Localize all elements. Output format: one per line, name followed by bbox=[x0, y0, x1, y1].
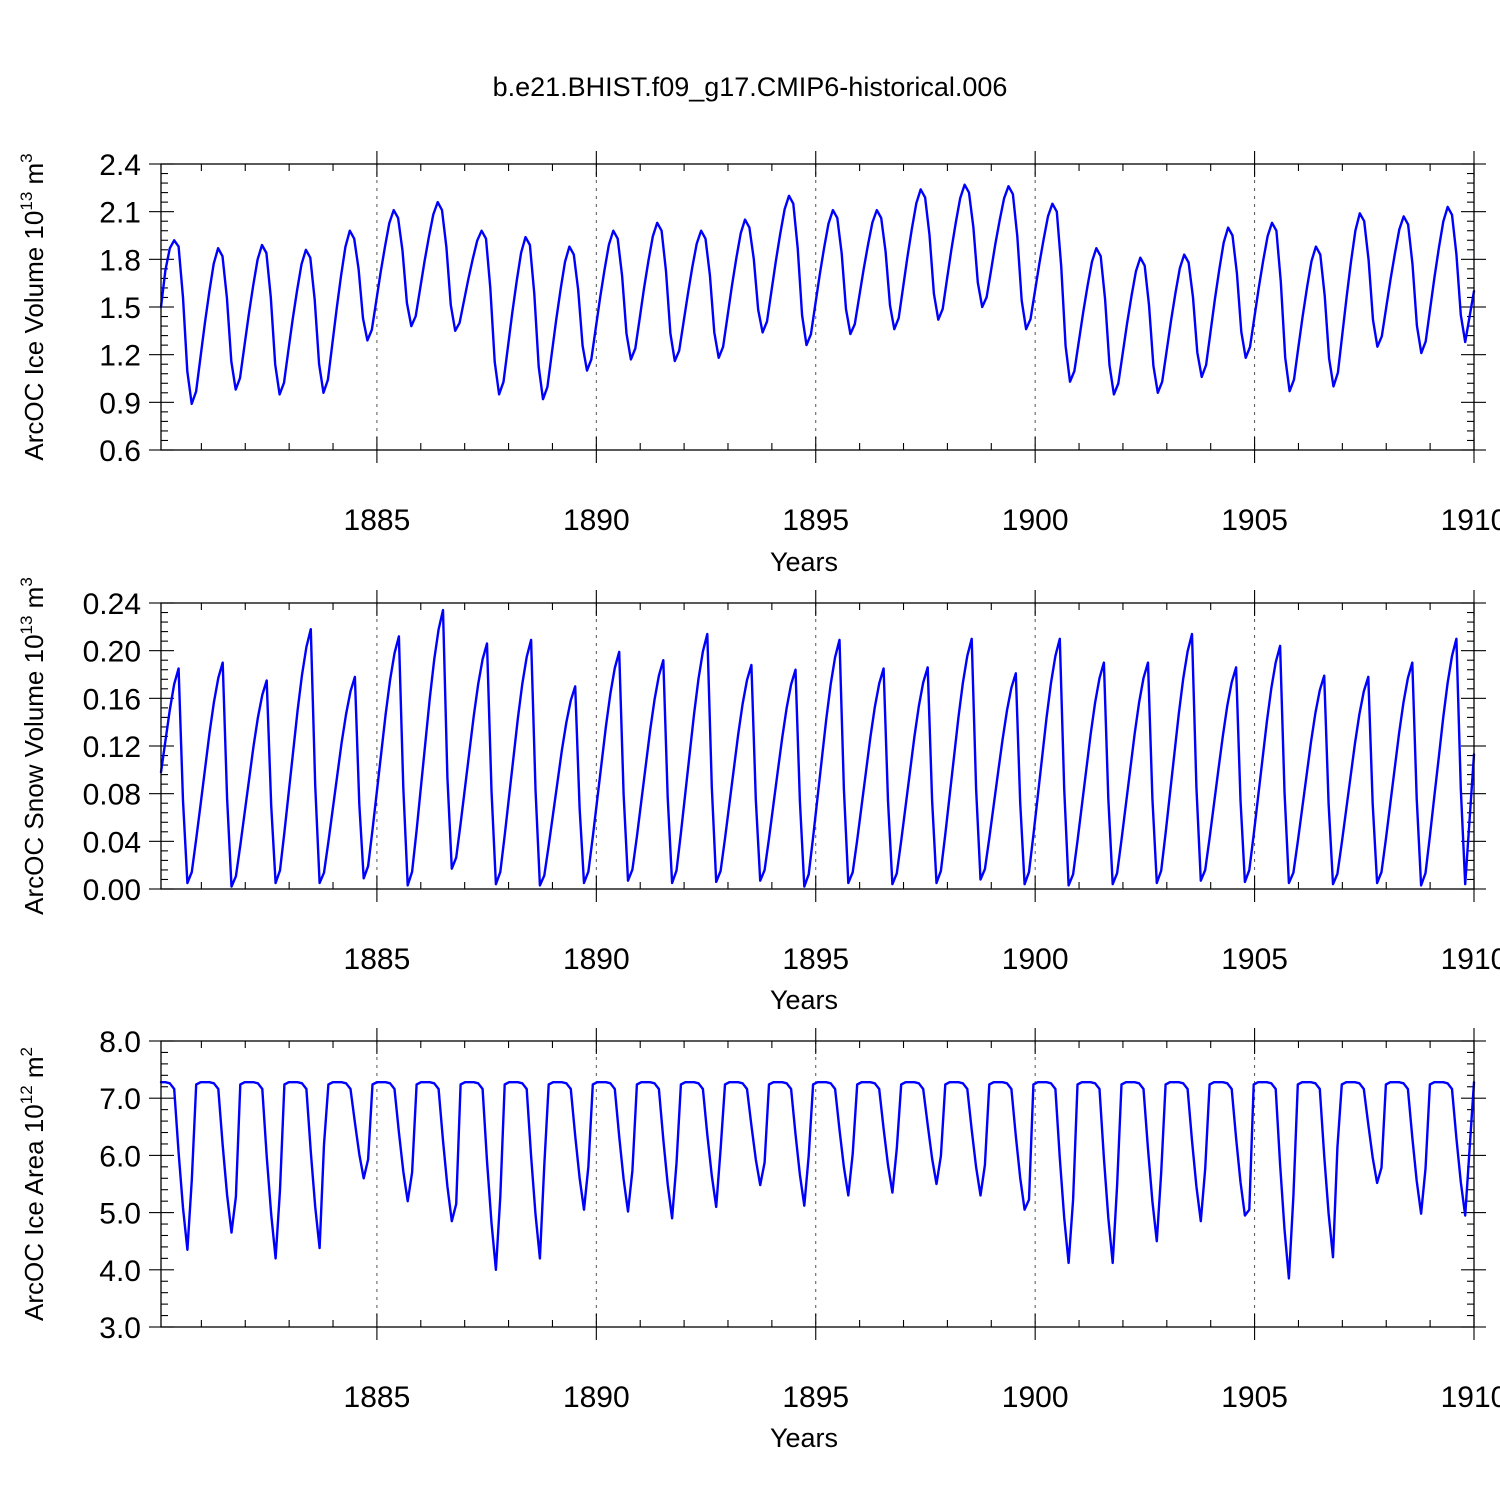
ice-area-x-tick-label: 1910 bbox=[1441, 1381, 1500, 1414]
snow-volume-y-tick-label: 0.00 bbox=[83, 874, 141, 907]
snow-volume-x-tick-label: 1895 bbox=[782, 943, 849, 976]
ice-area-y-tick-label: 3.0 bbox=[99, 1312, 141, 1345]
ice-volume-y-tick-label: 2.1 bbox=[99, 197, 141, 230]
snow-volume-y-tick-label: 0.24 bbox=[83, 588, 141, 621]
ice-volume-series-line bbox=[159, 183, 1476, 406]
ice-volume-x-tick-label: 1900 bbox=[1002, 504, 1069, 537]
snow-volume-y-tick-label: 0.12 bbox=[83, 731, 141, 764]
ice-area-x-tick-label: 1900 bbox=[1002, 1381, 1069, 1414]
ice-area-x-tick-label: 1890 bbox=[563, 1381, 630, 1414]
snow-volume-x-tick-label: 1910 bbox=[1441, 943, 1500, 976]
ice-volume-y-tick-label: 0.6 bbox=[99, 435, 141, 468]
ice-area-y-tick-label: 8.0 bbox=[99, 1026, 141, 1059]
ice-area-y-tick-label: 5.0 bbox=[99, 1198, 141, 1231]
ice-area-plot-frame bbox=[160, 1040, 1475, 1328]
ice-area-panel: ArcOC Ice Area 1012 m2 Years 1885 1890 189… bbox=[17, 1026, 1500, 1453]
snow-volume-x-tick-label: 1900 bbox=[1002, 943, 1069, 976]
ice-volume-y-axis-label: ArcOC Ice Volume 1013 m3 bbox=[17, 153, 49, 460]
ice-area-x-tick-label: 1905 bbox=[1221, 1381, 1288, 1414]
snow-volume-y-axis-label: ArcOC Snow Volume 1013 m3 bbox=[17, 577, 49, 915]
snow-volume-x-axis-label: Years bbox=[770, 985, 838, 1015]
ice-volume-y-tick-label: 0.9 bbox=[99, 387, 141, 420]
ice-volume-x-tick-label: 1910 bbox=[1441, 504, 1500, 537]
ice-area-series-line bbox=[159, 1080, 1476, 1280]
ice-volume-y-tick-label: 1.8 bbox=[99, 244, 141, 277]
ice-volume-x-tick-label: 1890 bbox=[563, 504, 630, 537]
ice-volume-x-tick-label: 1885 bbox=[344, 504, 411, 537]
ice-volume-y-tick-label: 2.4 bbox=[99, 149, 141, 182]
snow-volume-series-line bbox=[159, 608, 1476, 888]
snow-volume-y-tick-label: 0.16 bbox=[83, 683, 141, 716]
figure-title: b.e21.BHIST.f09_g17.CMIP6-historical.006 bbox=[493, 72, 1008, 102]
ice-area-x-tick-label: 1895 bbox=[782, 1381, 849, 1414]
snow-volume-x-tick-label: 1890 bbox=[563, 943, 630, 976]
ice-volume-x-tick-label: 1905 bbox=[1221, 504, 1288, 537]
snow-volume-x-tick-label: 1905 bbox=[1221, 943, 1288, 976]
ice-volume-panel: ArcOC Ice Volume 1013 m3 Years 1885 1890 1… bbox=[17, 149, 1500, 577]
snow-volume-plot-frame bbox=[160, 602, 1475, 890]
snow-volume-y-tick-label: 0.04 bbox=[83, 826, 141, 859]
snow-volume-y-tick-label: 0.20 bbox=[83, 636, 141, 669]
ice-area-x-tick-label: 1885 bbox=[344, 1381, 411, 1414]
ice-area-y-axis-label: ArcOC Ice Area 1012 m2 bbox=[17, 1047, 49, 1321]
ice-volume-plot-frame bbox=[160, 163, 1475, 451]
ice-area-y-tick-label: 7.0 bbox=[99, 1083, 141, 1116]
snow-volume-x-tick-label: 1885 bbox=[344, 943, 411, 976]
snow-volume-y-tick-label: 0.08 bbox=[83, 779, 141, 812]
ice-volume-y-tick-label: 1.2 bbox=[99, 340, 141, 373]
snow-volume-panel: ArcOC Snow Volume 1013 m3 Years 1885 1890… bbox=[17, 577, 1500, 1015]
ice-volume-y-tick-label: 1.5 bbox=[99, 292, 141, 325]
ice-area-y-tick-label: 6.0 bbox=[99, 1140, 141, 1173]
ice-volume-x-axis-label: Years bbox=[770, 547, 838, 577]
ice-volume-x-tick-label: 1895 bbox=[782, 504, 849, 537]
ice-area-y-tick-label: 4.0 bbox=[99, 1255, 141, 1288]
ice-area-x-axis-label: Years bbox=[770, 1423, 838, 1453]
